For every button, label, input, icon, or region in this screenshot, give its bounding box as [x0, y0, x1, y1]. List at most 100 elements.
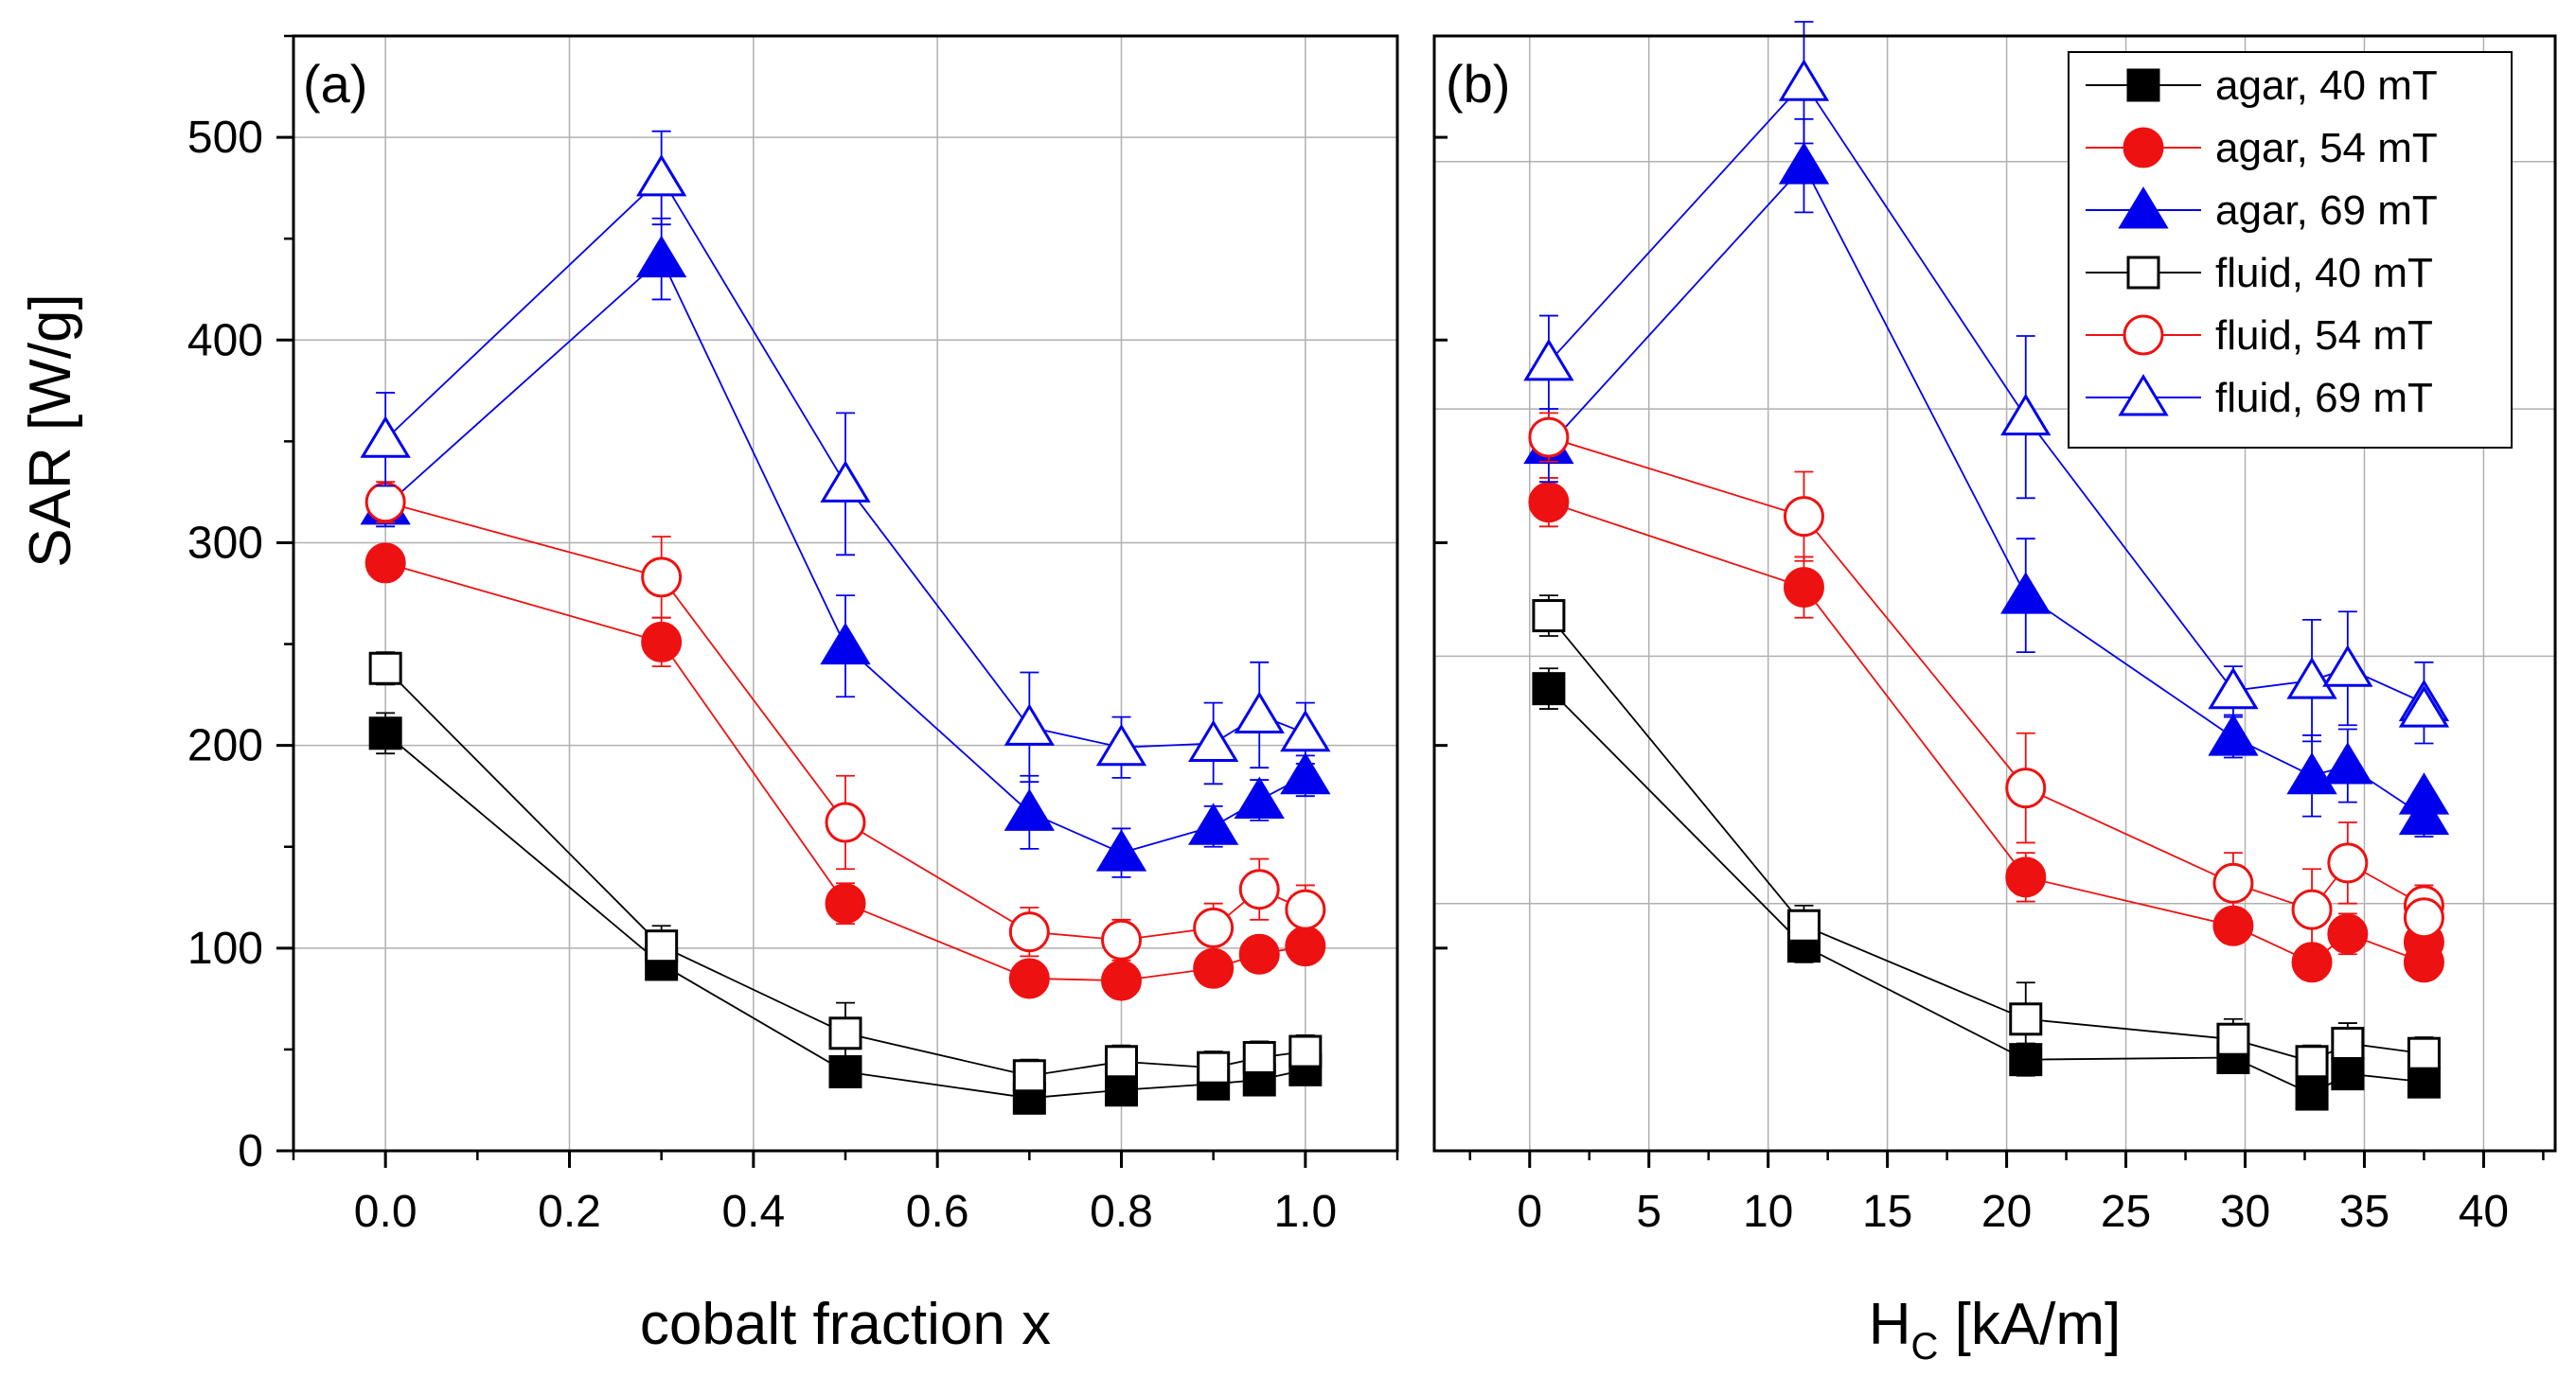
data-point — [2322, 742, 2373, 785]
data-point — [1197, 1050, 1231, 1085]
data-point — [2291, 889, 2333, 930]
series-a — [360, 130, 1331, 1115]
data-point — [641, 556, 683, 598]
data-point — [1008, 958, 1050, 999]
data-point — [1095, 723, 1147, 767]
legend-label: fluid, 40 mT — [2215, 250, 2433, 296]
legend-label: fluid, 54 mT — [2215, 312, 2433, 359]
data-point — [2403, 897, 2444, 939]
legend-marker — [2118, 186, 2169, 229]
data-point — [1786, 909, 1821, 943]
data-point — [1783, 496, 1824, 538]
data-point — [2398, 685, 2450, 728]
legend-marker — [2123, 314, 2164, 356]
x-axis-title-b-unit: [kA/m] — [1938, 1292, 2121, 1357]
data-point — [2212, 862, 2254, 904]
data-point — [1193, 907, 1235, 948]
data-point — [2322, 644, 2373, 687]
data-point — [2208, 714, 2259, 756]
panel-a: 0.0 0.2 0.4 0.6 0.8 1.0 0 100 200 300 400 500 (a) c… — [187, 34, 1399, 1357]
x-tick-label: 5 — [1636, 1187, 1661, 1237]
x-tick-label: 1.0 — [1273, 1187, 1337, 1237]
data-point — [1532, 599, 1566, 633]
data-point — [2009, 1002, 2043, 1036]
legend-item: agar, 54 mT — [2086, 125, 2438, 171]
legend-item: fluid, 54 mT — [2086, 312, 2433, 359]
data-point — [828, 1054, 862, 1088]
x-tick-label: 15 — [1862, 1187, 1912, 1237]
series-line — [1548, 688, 2425, 1096]
x-tick-label: 10 — [1743, 1187, 1793, 1237]
ticks-b: 0 5 10 15 20 25 30 35 40 — [1434, 135, 2545, 1237]
grid-a — [293, 36, 1397, 1152]
legend-label: agar, 69 mT — [2215, 187, 2438, 234]
data-point — [368, 651, 402, 685]
data-point — [1285, 889, 1326, 930]
data-point — [1105, 1045, 1138, 1079]
x-tick-label: 35 — [2339, 1187, 2389, 1237]
x-tick-label: 40 — [2459, 1187, 2509, 1237]
data-point — [1234, 691, 1285, 734]
series-fluid-40-mt — [368, 651, 1323, 1093]
data-point — [1101, 960, 1142, 1001]
x-tick-label: 0.6 — [906, 1187, 969, 1237]
x-tick-label: 20 — [1981, 1187, 2032, 1237]
data-point — [1012, 1059, 1046, 1093]
series-line — [384, 501, 1306, 942]
series-line — [384, 257, 1306, 855]
data-point — [636, 235, 687, 278]
x-axis-title-b: HC [kA/m] — [1869, 1292, 2122, 1368]
x-tick-label: 30 — [2220, 1187, 2270, 1237]
series-line — [1548, 501, 2425, 963]
legend-item: agar, 40 mT — [2086, 62, 2438, 109]
data-point — [2327, 913, 2369, 955]
legend-item: fluid, 40 mT — [2086, 250, 2433, 296]
legend-label: agar, 54 mT — [2215, 125, 2438, 171]
x-tick-label: 0 — [1517, 1187, 1542, 1237]
data-point — [2331, 1026, 2365, 1060]
data-point — [2295, 1045, 2329, 1079]
data-point — [641, 621, 683, 662]
series-fluid-40-mt — [1532, 594, 2441, 1079]
data-point — [2000, 572, 2052, 614]
y-axis-title: SAR [W/g] — [18, 293, 83, 567]
data-point — [1778, 142, 1830, 185]
data-point — [2295, 1077, 2329, 1111]
data-point — [2398, 772, 2450, 815]
data-point — [2286, 657, 2337, 699]
data-point — [1008, 911, 1050, 953]
x-tick-label: 25 — [2101, 1187, 2151, 1237]
panel-b: 0 5 10 15 20 25 30 35 40 (b) HC [kA/m] — [1432, 21, 2557, 1368]
data-point — [364, 542, 406, 584]
panel-b-frame — [1432, 34, 2557, 1153]
data-point — [1532, 672, 1566, 706]
data-point — [2327, 842, 2369, 884]
data-point — [1188, 719, 1239, 762]
data-point — [825, 883, 866, 925]
series-b — [1523, 21, 2450, 1111]
data-point — [1101, 919, 1142, 961]
data-point — [820, 622, 871, 665]
data-point — [2407, 1036, 2441, 1070]
data-point — [2216, 1022, 2250, 1056]
data-point — [1778, 59, 1830, 101]
y-tick-label: 400 — [187, 315, 263, 365]
data-point — [1095, 829, 1147, 872]
data-point — [1280, 751, 1331, 795]
data-point — [1280, 709, 1331, 752]
series-fluid-54-mt — [364, 481, 1326, 962]
data-point — [2407, 1065, 2441, 1099]
data-point — [1238, 869, 1280, 910]
y-tick-label: 0 — [238, 1126, 263, 1176]
data-point — [820, 460, 871, 503]
y-tick-label: 500 — [187, 113, 263, 163]
legend-item: agar, 69 mT — [2086, 186, 2438, 234]
data-point — [1242, 1040, 1276, 1074]
legend-marker — [2118, 374, 2169, 416]
data-point — [1528, 416, 1570, 458]
data-point — [360, 415, 411, 458]
legend-label: fluid, 69 mT — [2215, 375, 2433, 421]
data-point — [1523, 338, 1574, 381]
data-point — [2208, 666, 2259, 710]
